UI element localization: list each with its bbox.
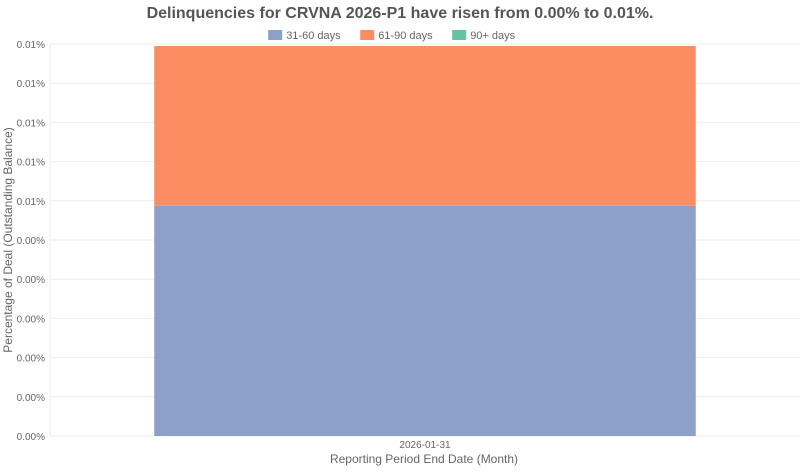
bars xyxy=(154,45,696,436)
y-axis-ticks: 0.00% 0.00% 0.00% 0.00% 0.00% 0.00% 0.01% 0.01%… xyxy=(17,40,45,443)
legend-item[interactable]: 61-90 days xyxy=(360,30,433,42)
legend-label: 61-90 days xyxy=(378,30,433,42)
y-tick-label: 0.00% xyxy=(17,236,45,247)
y-tick-label: 0.01% xyxy=(17,40,45,51)
legend-label: 31-60 days xyxy=(286,30,341,42)
x-axis-ticks: 2026-01-31 xyxy=(399,440,451,451)
y-tick-label: 0.00% xyxy=(17,314,45,325)
bar-segment-31-60-days[interactable] xyxy=(154,205,696,436)
x-axis-label: Reporting Period End Date (Month) xyxy=(330,452,518,466)
legend-item[interactable]: 31-60 days xyxy=(268,30,341,42)
y-axis-label: Percentage of Deal (Outstanding Balance) xyxy=(1,127,15,352)
y-tick-label: 0.01% xyxy=(17,158,45,169)
legend-item[interactable]: 90+ days xyxy=(452,30,516,42)
y-tick-label: 0.00% xyxy=(17,354,45,365)
y-tick-label: 0.01% xyxy=(17,118,45,129)
bar-segment-61-90-days[interactable] xyxy=(154,45,696,206)
legend-label: 90+ days xyxy=(470,30,515,42)
y-tick-label: 0.00% xyxy=(17,275,45,286)
legend-swatch xyxy=(268,30,283,40)
chart-title: Delinquencies for CRVNA 2026-P1 have ris… xyxy=(147,5,654,22)
legend: 31-60 days 61-90 days 90+ days xyxy=(268,30,516,42)
y-tick-label: 0.01% xyxy=(17,197,45,208)
legend-swatch xyxy=(452,30,467,40)
x-tick-label: 2026-01-31 xyxy=(399,440,451,451)
y-tick-label: 0.00% xyxy=(17,432,45,443)
y-tick-label: 0.00% xyxy=(17,393,45,404)
y-tick-label: 0.01% xyxy=(17,79,45,90)
legend-swatch xyxy=(360,30,375,40)
